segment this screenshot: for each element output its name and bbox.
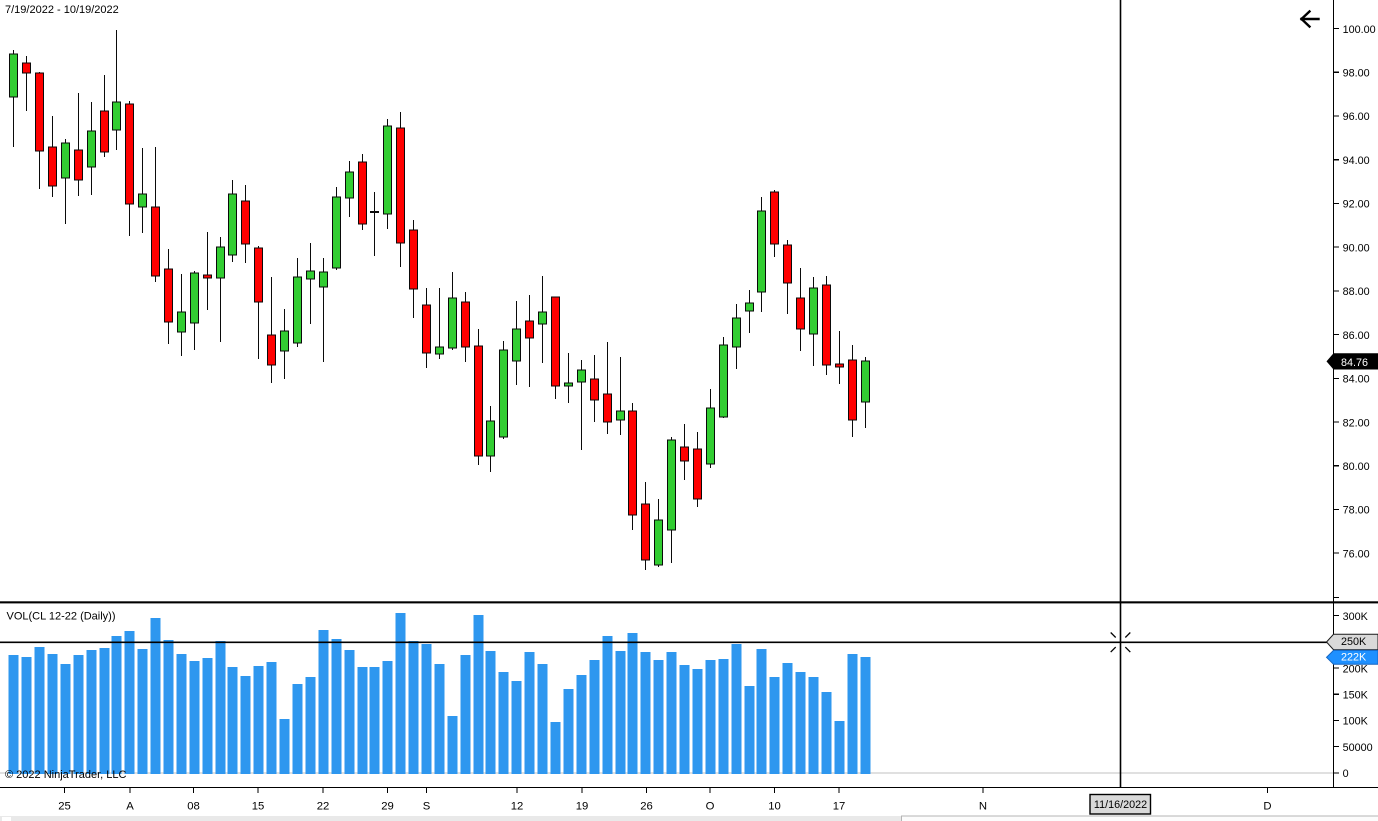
svg-text:200K: 200K <box>1343 663 1369 675</box>
svg-text:08: 08 <box>187 800 200 812</box>
svg-text:76.00: 76.00 <box>1343 548 1370 560</box>
svg-text:26: 26 <box>640 800 653 812</box>
svg-text:0: 0 <box>1343 768 1349 780</box>
svg-text:50000: 50000 <box>1343 742 1373 754</box>
svg-text:98.00: 98.00 <box>1343 68 1370 80</box>
svg-text:88.00: 88.00 <box>1343 286 1370 298</box>
svg-text:15: 15 <box>252 800 265 812</box>
svg-text:O: O <box>706 800 715 812</box>
svg-text:17: 17 <box>833 800 846 812</box>
svg-text:29: 29 <box>381 800 394 812</box>
svg-text:A: A <box>126 800 134 812</box>
svg-text:25: 25 <box>58 800 71 812</box>
svg-text:84.00: 84.00 <box>1343 374 1370 386</box>
svg-text:7/19/2022 - 10/19/2022: 7/19/2022 - 10/19/2022 <box>5 4 119 16</box>
svg-text:82.00: 82.00 <box>1343 417 1370 429</box>
svg-text:94.00: 94.00 <box>1343 155 1370 167</box>
svg-text:11/16/2022: 11/16/2022 <box>1094 799 1147 811</box>
svg-text:100.00: 100.00 <box>1343 24 1376 36</box>
svg-text:10: 10 <box>768 800 781 812</box>
svg-text:222K: 222K <box>1341 652 1367 664</box>
svg-text:22: 22 <box>317 800 330 812</box>
svg-text:150K: 150K <box>1343 690 1369 702</box>
svg-text:19: 19 <box>576 800 589 812</box>
svg-text:© 2022 NinjaTrader, LLC: © 2022 NinjaTrader, LLC <box>5 769 126 781</box>
svg-text:VOL(CL 12-22 (Daily)): VOL(CL 12-22 (Daily)) <box>7 610 116 622</box>
svg-text:300K: 300K <box>1343 611 1369 623</box>
svg-text:84.76: 84.76 <box>1341 357 1368 369</box>
svg-text:86.00: 86.00 <box>1343 330 1370 342</box>
svg-text:96.00: 96.00 <box>1343 111 1370 123</box>
svg-text:78.00: 78.00 <box>1343 505 1370 517</box>
svg-text:90.00: 90.00 <box>1343 242 1370 254</box>
svg-text:12: 12 <box>511 800 524 812</box>
svg-text:80.00: 80.00 <box>1343 461 1370 473</box>
svg-text:100K: 100K <box>1343 716 1369 728</box>
svg-text:D: D <box>1263 800 1271 812</box>
svg-text:250K: 250K <box>1341 636 1367 648</box>
svg-text:S: S <box>423 800 431 812</box>
svg-text:92.00: 92.00 <box>1343 199 1370 211</box>
svg-text:N: N <box>979 800 987 812</box>
